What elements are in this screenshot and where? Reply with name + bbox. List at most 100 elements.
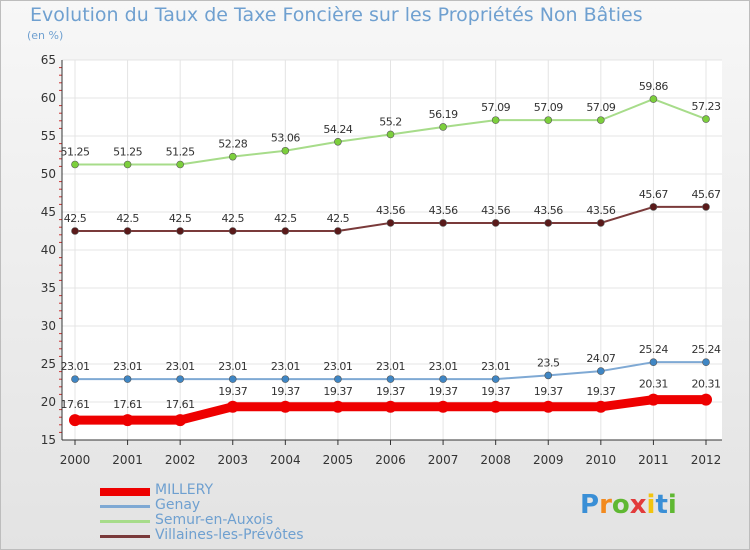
data-label-semur-2003: 52.28 xyxy=(218,138,247,151)
data-label-millery-2002: 17.61 xyxy=(166,398,195,411)
data-label-semur-2011: 59.86 xyxy=(639,80,668,93)
data-label-semur-2001: 51.25 xyxy=(113,146,142,159)
legend-label-millery: MILLERY xyxy=(155,482,214,498)
point-millery-2009 xyxy=(542,400,555,413)
x-tick-label-2012: 2012 xyxy=(691,453,722,467)
x-tick-label-2010: 2010 xyxy=(586,453,617,467)
logo-letter: P xyxy=(580,490,600,520)
point-villaines-2007 xyxy=(439,219,447,227)
data-label-genay-2009: 23.5 xyxy=(537,356,560,369)
point-semur-2010 xyxy=(597,116,605,124)
point-semur-2004 xyxy=(281,146,290,155)
data-label-genay-2005: 23.01 xyxy=(323,360,352,373)
x-tick-label-2003: 2003 xyxy=(217,453,248,467)
point-millery-2008 xyxy=(489,400,502,413)
y-tick-label-45: 45 xyxy=(41,205,56,219)
point-villaines-2001 xyxy=(123,227,132,235)
point-semur-2002 xyxy=(176,160,184,169)
proxiti-logo: Proxiti xyxy=(580,490,677,520)
chart-title: Evolution du Taux de Taxe Foncière sur l… xyxy=(30,4,643,26)
data-label-genay-2010: 24.07 xyxy=(586,352,615,365)
x-tick-label-2006: 2006 xyxy=(375,453,406,467)
point-semur-2001 xyxy=(123,160,132,169)
point-villaines-2010 xyxy=(597,219,605,227)
x-tick-label-2007: 2007 xyxy=(428,453,459,467)
legend-label-genay: Genay xyxy=(155,497,201,513)
x-tick-label-2008: 2008 xyxy=(480,453,511,467)
point-millery-2005 xyxy=(331,400,344,413)
logo-letter: i xyxy=(646,490,656,520)
data-label-villaines-2002: 42.5 xyxy=(169,212,192,225)
point-millery-2002 xyxy=(174,414,187,427)
data-label-semur-2005: 54.24 xyxy=(323,123,352,136)
data-label-villaines-2004: 42.5 xyxy=(274,212,297,225)
data-label-villaines-2006: 43.56 xyxy=(376,204,405,217)
data-label-genay-2004: 23.01 xyxy=(271,360,300,373)
data-label-millery-2005: 19.37 xyxy=(323,385,352,398)
point-villaines-2012 xyxy=(702,203,710,211)
data-label-millery-2008: 19.37 xyxy=(481,385,510,398)
data-label-semur-2002: 51.25 xyxy=(166,146,195,159)
point-genay-2005 xyxy=(334,375,342,383)
data-label-semur-2012: 57.23 xyxy=(692,100,721,113)
data-label-semur-2006: 55.2 xyxy=(379,115,402,128)
logo-letter: o xyxy=(611,490,630,520)
point-genay-2010 xyxy=(597,367,605,375)
point-millery-2003 xyxy=(226,400,239,413)
data-label-millery-2006: 19.37 xyxy=(376,385,405,398)
data-label-villaines-2010: 43.56 xyxy=(586,204,615,217)
logo-letter: r xyxy=(599,490,612,520)
data-label-genay-2002: 23.01 xyxy=(166,360,195,373)
y-tick-label-25: 25 xyxy=(41,357,56,371)
x-tick-label-2000: 2000 xyxy=(60,453,91,467)
point-villaines-2009 xyxy=(544,219,553,227)
point-villaines-2004 xyxy=(281,227,290,235)
y-tick-label-20: 20 xyxy=(41,395,56,409)
point-genay-2012 xyxy=(702,358,710,366)
data-label-villaines-2000: 42.5 xyxy=(64,212,87,225)
data-label-millery-2012: 20.31 xyxy=(692,378,721,391)
point-villaines-2000 xyxy=(71,227,79,235)
x-tick-label-2004: 2004 xyxy=(270,453,301,467)
data-label-villaines-2007: 43.56 xyxy=(429,204,458,217)
data-label-genay-2008: 23.01 xyxy=(481,360,510,373)
data-label-genay-2012: 25.24 xyxy=(692,343,721,356)
x-tick-label-2001: 2001 xyxy=(112,453,143,467)
point-millery-2007 xyxy=(437,400,450,413)
data-label-villaines-2003: 42.5 xyxy=(222,212,245,225)
y-tick-label-35: 35 xyxy=(41,281,56,295)
data-label-semur-2009: 57.09 xyxy=(534,101,563,114)
x-tick-label-2009: 2009 xyxy=(533,453,564,467)
point-villaines-2003 xyxy=(228,227,237,235)
y-tick-label-50: 50 xyxy=(41,167,56,181)
data-label-genay-2000: 23.01 xyxy=(61,360,90,373)
data-label-semur-2000: 51.25 xyxy=(61,146,90,159)
point-genay-2006 xyxy=(386,375,395,383)
logo-letter: x xyxy=(629,490,647,520)
y-tick-label-15: 15 xyxy=(41,433,56,447)
logo-letter: t xyxy=(655,490,668,520)
point-millery-2011 xyxy=(647,393,660,406)
point-semur-2000 xyxy=(71,160,79,169)
point-semur-2007 xyxy=(439,123,447,131)
data-label-villaines-2008: 43.56 xyxy=(481,204,510,217)
y-axis-label: (en %) xyxy=(27,29,64,42)
legend-swatch-villaines xyxy=(100,535,150,538)
point-genay-2008 xyxy=(491,375,500,383)
data-label-semur-2008: 57.09 xyxy=(481,101,510,114)
point-millery-2001 xyxy=(121,414,134,427)
point-semur-2008 xyxy=(491,116,500,124)
data-label-millery-2003: 19.37 xyxy=(218,385,247,398)
logo-letter: i xyxy=(667,490,677,520)
point-villaines-2011 xyxy=(649,203,658,211)
legend-swatch-semur xyxy=(100,520,150,523)
data-label-millery-2010: 19.37 xyxy=(586,385,615,398)
point-villaines-2006 xyxy=(386,219,395,227)
data-label-millery-2009: 19.37 xyxy=(534,385,563,398)
point-millery-2000 xyxy=(69,414,81,427)
point-millery-2006 xyxy=(384,400,397,413)
data-label-villaines-2009: 43.56 xyxy=(534,204,563,217)
point-millery-2012 xyxy=(700,393,712,406)
point-genay-2009 xyxy=(544,371,553,380)
